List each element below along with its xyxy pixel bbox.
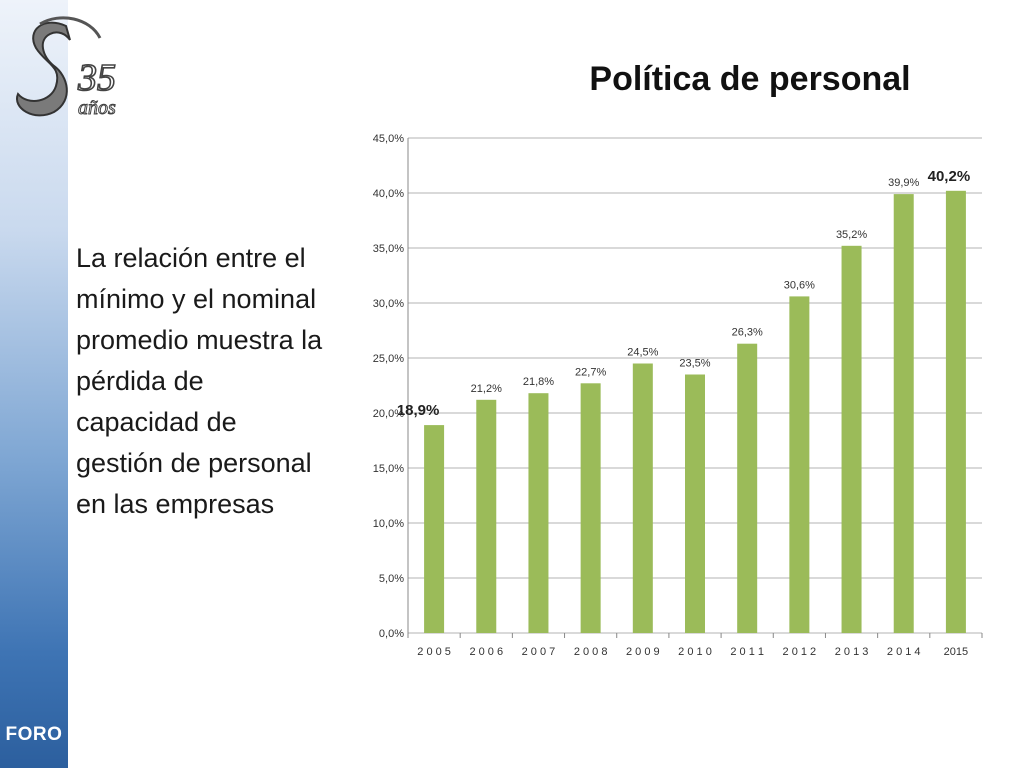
side-bar: FORO xyxy=(0,0,68,768)
bar xyxy=(737,343,758,633)
data-label: 35,2% xyxy=(836,229,867,241)
data-label: 22,7% xyxy=(575,366,606,378)
y-tick-label: 20,0% xyxy=(373,408,404,420)
bar xyxy=(476,399,497,633)
bar xyxy=(528,393,549,633)
bar xyxy=(893,194,914,633)
data-label: 30,6% xyxy=(784,279,815,291)
y-tick-label: 35,0% xyxy=(373,243,404,255)
label-layer: 18,9% 21,2% 21,8% 22,7% 24,5% 23,5% 26,3% 30,6%… xyxy=(397,168,970,419)
x-tick-label: 2 0 0 7 xyxy=(522,646,556,658)
bar xyxy=(789,296,810,633)
description-text: La relación entre el mínimo y el nominal… xyxy=(76,243,323,519)
logo-35-anos: 35 años xyxy=(16,16,117,120)
x-tick-label: 2 0 0 6 xyxy=(469,646,503,658)
x-tick-label: 2 0 0 9 xyxy=(626,646,660,658)
bar xyxy=(580,383,601,633)
y-tick-label: 10,0% xyxy=(373,518,404,530)
x-tick-label: 2015 xyxy=(944,646,968,658)
bar-layer xyxy=(424,190,966,634)
y-tick-label: 15,0% xyxy=(373,463,404,475)
x-tick-label: 2 0 1 4 xyxy=(887,646,921,658)
bar xyxy=(632,363,653,633)
x-tick-label: 2 0 1 0 xyxy=(678,646,712,658)
x-tick-label: 2 0 0 8 xyxy=(574,646,608,658)
y-tick-label: 30,0% xyxy=(373,298,404,310)
bar xyxy=(424,425,445,633)
page-title: Política de personal xyxy=(589,60,911,98)
y-tick-label: 45,0% xyxy=(373,133,404,145)
x-tick-label: 2 0 1 2 xyxy=(783,646,817,658)
logo-arc xyxy=(39,16,102,39)
x-tick-label: 2 0 0 5 xyxy=(417,646,451,658)
foro-label: FORO xyxy=(5,724,63,745)
logo-s-shape xyxy=(16,21,71,117)
logo-word: años xyxy=(78,97,116,119)
data-label: 21,2% xyxy=(471,383,502,395)
data-label: 21,8% xyxy=(523,376,554,388)
bar xyxy=(841,245,862,634)
bar xyxy=(685,374,705,633)
logo-number: 35 xyxy=(77,57,116,99)
data-label: 18,9% xyxy=(397,402,440,419)
data-label: 24,5% xyxy=(627,347,658,359)
bar xyxy=(945,190,966,634)
y-tick-label: 0,0% xyxy=(379,628,404,640)
y-tick-label: 40,0% xyxy=(373,188,404,200)
x-tick-label: 2 0 1 3 xyxy=(835,646,869,658)
y-tick-label: 5,0% xyxy=(379,573,404,585)
axis-layer: 0,0% 5,0% 10,0% 15,0% 20,0% 25,0% 30,0% 35,0% 40… xyxy=(373,133,983,658)
data-label: 26,3% xyxy=(732,327,763,339)
data-label: 40,2% xyxy=(928,168,971,185)
x-tick-label: 2 0 1 1 xyxy=(730,646,764,658)
data-label: 39,9% xyxy=(888,177,919,189)
y-tick-label: 25,0% xyxy=(373,353,404,365)
data-label: 23,5% xyxy=(679,358,710,370)
